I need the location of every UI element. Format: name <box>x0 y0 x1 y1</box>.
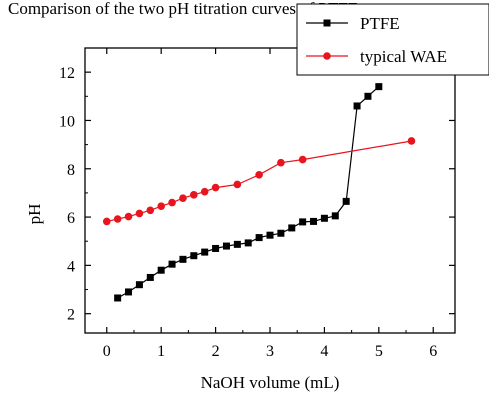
data-point <box>179 194 187 203</box>
data-point <box>255 234 263 242</box>
x-tick-label: 0 <box>103 343 111 360</box>
data-point <box>222 242 230 250</box>
series-line <box>106 140 412 222</box>
legend-entry: typical WAE <box>306 47 447 66</box>
x-tick-label: 1 <box>157 343 165 360</box>
data-point <box>125 288 133 296</box>
y-axis-label: pH <box>25 204 44 225</box>
data-point <box>353 102 361 110</box>
figure-caption: Comparison of the two pH titration curve… <box>8 0 376 18</box>
data-point <box>157 266 165 274</box>
y-tick-label: 8 <box>67 162 75 179</box>
data-point <box>114 294 122 302</box>
data-point <box>310 217 318 225</box>
series-ptfe <box>114 83 383 302</box>
x-axis-label: NaOH volume (mL) <box>201 373 340 392</box>
data-point <box>288 224 296 232</box>
y-tick-label: 4 <box>67 258 75 275</box>
legend-entry: PTFE <box>306 14 400 33</box>
legend-label: PTFE <box>360 14 400 33</box>
data-point <box>157 202 165 210</box>
data-point <box>299 218 307 226</box>
data-point <box>331 212 339 220</box>
legend-label: typical WAE <box>360 47 447 66</box>
x-tick-label: 3 <box>266 343 274 360</box>
data-point <box>146 206 155 215</box>
legend: PTFE typical WAE <box>296 3 489 76</box>
data-point <box>146 273 154 281</box>
legend-marker <box>323 52 331 60</box>
data-point <box>277 229 285 237</box>
plot-frame <box>84 47 456 334</box>
data-point <box>320 214 328 222</box>
data-point <box>135 209 144 218</box>
x-tick-label: 5 <box>375 343 383 360</box>
data-point <box>407 137 416 145</box>
y-tick-label: 2 <box>67 307 75 324</box>
x-tick-label: 6 <box>429 343 437 360</box>
data-point <box>200 187 209 196</box>
data-point <box>168 198 176 207</box>
data-point <box>179 255 187 263</box>
data-point <box>364 92 372 100</box>
data-point <box>211 183 220 192</box>
data-point <box>255 171 263 179</box>
x-tick-label: 4 <box>320 343 328 360</box>
data-point <box>124 212 133 221</box>
y-tick-label: 10 <box>59 113 75 130</box>
series-typical-wae <box>102 137 416 226</box>
legend-box <box>296 3 489 76</box>
data-point <box>212 244 220 252</box>
legend-marker <box>323 19 331 27</box>
data-point <box>266 231 274 239</box>
data-point <box>298 155 307 164</box>
series-layer <box>102 83 416 302</box>
data-point <box>342 197 350 205</box>
data-point <box>233 240 241 248</box>
series-line <box>117 86 380 299</box>
data-point <box>102 217 111 226</box>
data-point <box>113 215 122 223</box>
data-point <box>201 248 209 256</box>
data-point <box>233 180 242 189</box>
data-point <box>244 239 252 247</box>
data-point <box>168 260 176 268</box>
data-point <box>277 158 285 167</box>
x-tick-label: 2 <box>212 343 220 360</box>
data-point <box>190 252 198 260</box>
y-tick-label: 12 <box>59 65 75 82</box>
y-tick-label: 6 <box>67 210 75 227</box>
data-point <box>375 83 383 91</box>
data-point <box>190 191 198 199</box>
data-point <box>135 281 143 289</box>
